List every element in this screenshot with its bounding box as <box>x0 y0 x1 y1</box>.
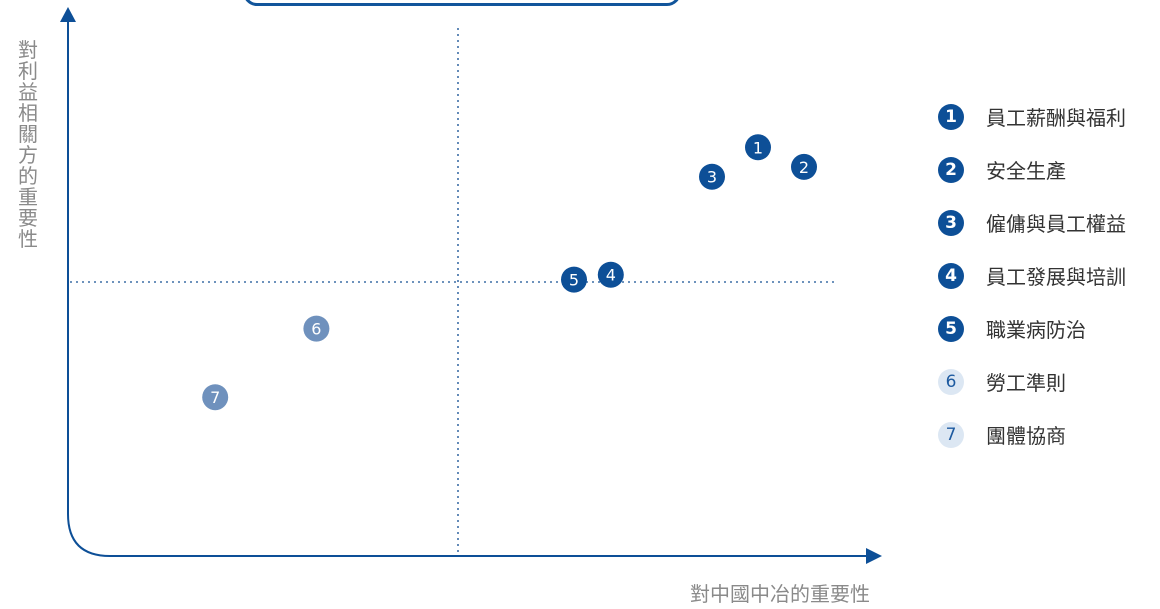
y-axis-arrow <box>60 7 76 22</box>
point-marker <box>303 315 330 342</box>
legend-item: 2 安全生產 <box>938 143 1126 196</box>
legend-badge: 4 <box>938 262 964 289</box>
point-marker <box>202 384 229 411</box>
legend-label: 員工發展與培訓 <box>986 265 1126 289</box>
data-point-5: 5 <box>561 266 587 293</box>
point-label: 6 <box>311 320 321 339</box>
point-marker <box>597 261 624 288</box>
point-label: 3 <box>707 168 717 187</box>
data-points: 1 2 3 4 5 6 7 <box>202 134 817 411</box>
data-point-2: 2 <box>791 153 817 180</box>
data-point-6: 6 <box>303 315 330 342</box>
point-marker <box>561 266 587 293</box>
point-label: 2 <box>799 158 809 177</box>
data-point-1: 1 <box>745 134 771 161</box>
point-marker <box>745 134 771 161</box>
axis-line <box>67 18 868 557</box>
legend-badge: 1 <box>938 103 964 130</box>
point-marker <box>699 163 725 190</box>
legend-label: 員工薪酬與福利 <box>986 106 1126 130</box>
legend-badge: 3 <box>938 209 964 236</box>
point-label: 4 <box>606 266 616 285</box>
x-axis-label: 對中國中冶的重要性 <box>690 582 870 606</box>
legend-badge: 5 <box>938 315 964 342</box>
legend-item: 4 員工發展與培訓 <box>938 249 1126 302</box>
legend-label: 團體協商 <box>986 424 1066 448</box>
data-point-3: 3 <box>699 163 725 190</box>
quadrant-guides <box>70 28 838 552</box>
legend-badge: 7 <box>938 421 964 448</box>
legend-label: 勞工準則 <box>986 371 1066 395</box>
legend-label: 安全生產 <box>986 159 1066 183</box>
legend-item: 6 勞工準則 <box>938 355 1126 408</box>
data-point-7: 7 <box>202 384 229 411</box>
point-label: 5 <box>569 271 579 290</box>
legend: 1 員工薪酬與福利 2 安全生產 3 僱傭與員工權益 4 員工發展與培訓 5 職業病防治 6 勞工準則… <box>938 90 1126 461</box>
legend-item: 1 員工薪酬與福利 <box>938 90 1126 143</box>
legend-label: 職業病防治 <box>986 318 1086 342</box>
point-marker <box>791 153 817 180</box>
legend-item: 3 僱傭與員工權益 <box>938 196 1126 249</box>
x-axis-arrow <box>866 548 882 564</box>
legend-item: 7 團體協商 <box>938 408 1126 461</box>
data-point-4: 4 <box>597 261 624 288</box>
legend-badge: 2 <box>938 156 964 183</box>
legend-badge: 6 <box>938 368 964 395</box>
legend-label: 僱傭與員工權益 <box>986 212 1126 236</box>
y-axis-label: 對利益相關方的重要性 <box>18 38 38 251</box>
legend-item: 5 職業病防治 <box>938 302 1126 355</box>
axes <box>60 7 882 564</box>
point-label: 1 <box>753 138 763 157</box>
point-label: 7 <box>210 388 220 407</box>
